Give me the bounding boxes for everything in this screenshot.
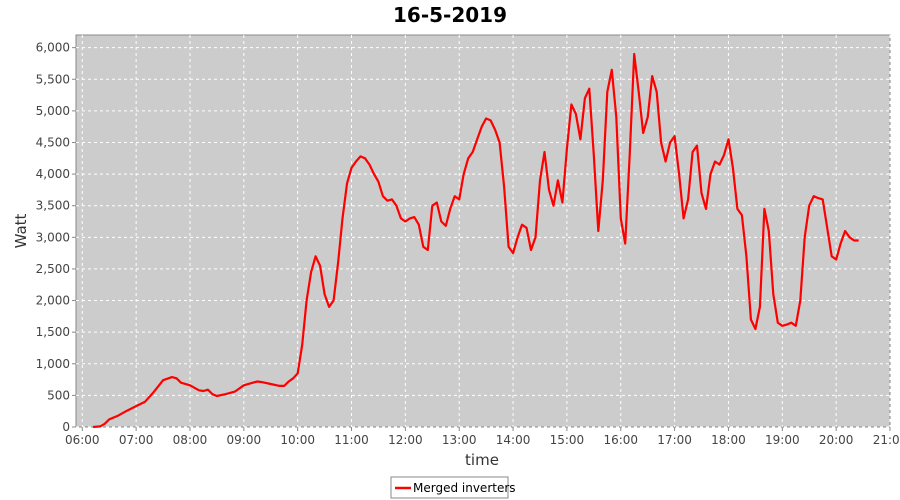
y-tick-label: 3,000 — [36, 230, 70, 244]
y-tick-label: 4,500 — [36, 135, 70, 149]
x-tick-label: 14:00 — [496, 433, 531, 447]
x-tick-label: 19:00 — [765, 433, 800, 447]
x-tick-label: 08:00 — [173, 433, 208, 447]
series-line-merged-inverters — [93, 52, 859, 429]
y-tick-label: 6,000 — [36, 41, 70, 55]
plot-area — [75, 34, 891, 428]
y-tick-label: 5,500 — [36, 72, 70, 86]
y-axis: 0 500 1,000 1,500 2,000 2,500 3,000 3,500 4,000 4… — [36, 41, 76, 434]
y-tick-label: 4,000 — [36, 167, 70, 181]
y-axis-label: Watt — [12, 213, 30, 248]
x-tick-label: 16:00 — [603, 433, 638, 447]
gridlines — [76, 35, 891, 428]
x-axis-label: time — [465, 451, 499, 469]
y-tick-label: 1,500 — [36, 325, 70, 339]
x-tick-label: 20:00 — [819, 433, 854, 447]
x-tick-label: 13:00 — [442, 433, 477, 447]
y-tick-label: 2,000 — [36, 294, 70, 308]
legend-label: Merged inverters — [413, 481, 516, 495]
y-tick-label: 500 — [47, 388, 70, 402]
y-tick-label: 1,000 — [36, 357, 70, 371]
legend: Merged inverters — [390, 476, 516, 499]
y-tick-label: 0 — [62, 420, 70, 434]
x-tick-label: 09:00 — [227, 433, 262, 447]
x-tick-label: 15:00 — [550, 433, 585, 447]
x-tick-label: 06:00 — [65, 433, 100, 447]
x-axis: 06:00 07:00 08:00 09:00 10:00 11:00 12:00 13:00… — [65, 427, 900, 447]
legend-box — [390, 476, 509, 499]
x-tick-label: 07:00 — [119, 433, 154, 447]
x-tick-label: 18:00 — [711, 433, 746, 447]
y-tick-label: 5,000 — [36, 104, 70, 118]
x-tick-label: 21:00 — [873, 433, 900, 447]
y-tick-label: 3,500 — [36, 199, 70, 213]
y-tick-label: 2,500 — [36, 262, 70, 276]
x-tick-label: 10:00 — [280, 433, 315, 447]
x-tick-label: 12:00 — [388, 433, 423, 447]
x-tick-label: 17:00 — [657, 433, 692, 447]
chart-title: 16-5-2019 — [393, 3, 507, 27]
x-tick-label: 11:00 — [334, 433, 369, 447]
